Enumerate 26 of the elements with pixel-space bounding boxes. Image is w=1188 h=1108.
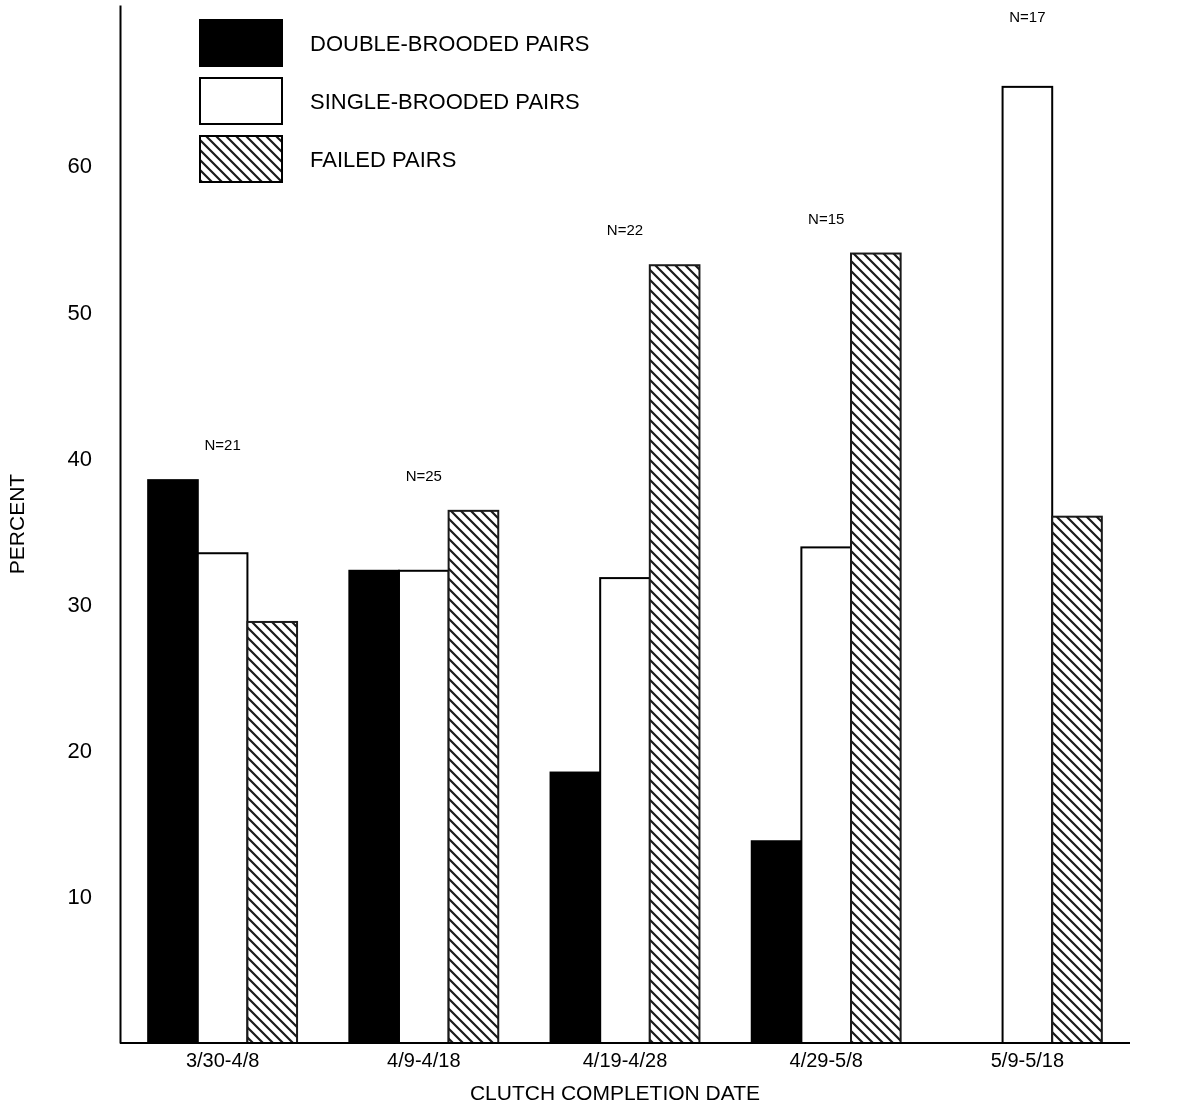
bar	[447, 509, 500, 1044]
legend-label: DOUBLE-BROODED PAIRS	[310, 31, 590, 56]
y-axis-title: PERCENT	[5, 473, 28, 575]
annotation: N=17	[1009, 8, 1046, 25]
x-tick-label: 4/19-4/28	[582, 1049, 668, 1072]
bar	[850, 252, 902, 1044]
y-tick-label: 50	[67, 299, 92, 325]
y-tick-label: 60	[67, 153, 92, 179]
y-tick-label: 40	[67, 445, 92, 471]
x-tick-label: 5/9-5/18	[990, 1049, 1065, 1072]
y-tick-label: 30	[67, 591, 92, 617]
legend-label: FAILED PAIRS	[310, 147, 457, 172]
annotation: N=15	[808, 209, 845, 227]
y-tick-label: 20	[67, 738, 92, 764]
legend-label: SINGLE-BROODED PAIRS	[310, 89, 580, 114]
annotation: N=25	[405, 466, 442, 484]
x-tick-label: 3/30-4/8	[185, 1049, 260, 1072]
x-tick-label: 4/29-5/8	[789, 1049, 863, 1072]
bar	[648, 264, 701, 1044]
x-tick-label: 4/9-4/18	[387, 1049, 461, 1072]
y-tick-label: 10	[67, 884, 92, 910]
bar	[1051, 515, 1103, 1044]
x-axis-title: CLUTCH COMPLETION DATE	[469, 1081, 761, 1104]
annotation: N=21	[204, 436, 241, 454]
annotation: N=22	[606, 221, 644, 239]
bar	[246, 620, 299, 1044]
